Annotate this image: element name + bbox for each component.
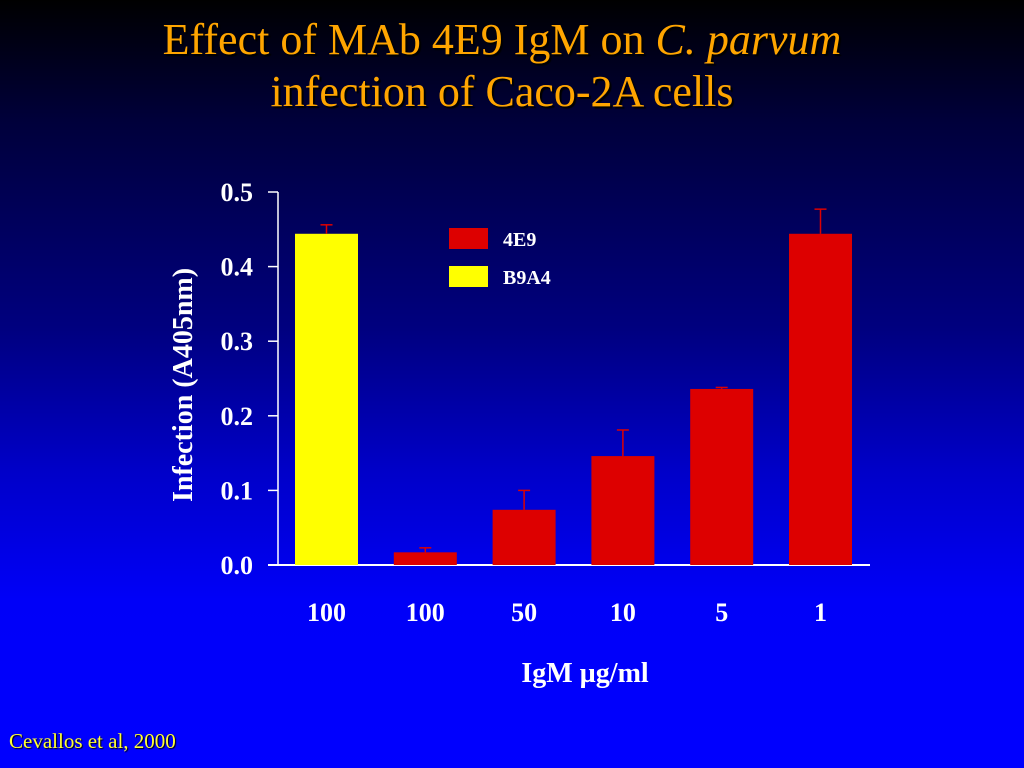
legend-swatch-b9a4 — [449, 266, 488, 287]
bar-4e9-5 — [690, 388, 754, 565]
bar-4e9-1 — [789, 233, 852, 565]
x-tick-label: 5 — [715, 598, 728, 627]
y-tick-label: 0.3 — [221, 327, 254, 356]
tick-labels: 0.0 0.1 0.2 0.3 0.4 0.5 100 100 50 10 5 1 — [221, 178, 828, 627]
slide-title: Effect of MAb 4E9 IgM on C. parvum infec… — [0, 14, 1004, 118]
axes — [268, 191, 870, 566]
x-tick-label: 1 — [814, 598, 827, 627]
bar-4e9-10 — [591, 456, 655, 565]
y-axis-title: Infection (A405nm) — [168, 268, 199, 502]
y-tick-label: 0.0 — [221, 551, 254, 580]
bar-4e9-50 — [492, 509, 556, 565]
x-tick-label: 100 — [307, 598, 346, 627]
legend-label-4e9: 4E9 — [503, 229, 536, 251]
bar-4e9-100 — [393, 552, 457, 565]
title-species: C. parvum — [655, 15, 842, 64]
title-line-1-prefix: Effect of MAb 4E9 IgM on — [162, 15, 656, 64]
x-axis-title: IgM µg/ml — [521, 658, 649, 689]
bar-b9a4-100 — [295, 233, 358, 565]
y-tick-label: 0.4 — [221, 253, 254, 282]
legend-label-b9a4: B9A4 — [503, 267, 551, 289]
error-bars — [320, 208, 827, 553]
title-line-1: Effect of MAb 4E9 IgM on C. parvum — [0, 14, 1004, 66]
y-tick-label: 0.5 — [221, 178, 254, 207]
x-tick-label: 50 — [511, 598, 537, 627]
title-line-2: infection of Caco-2A cells — [270, 67, 734, 116]
x-tick-label: 100 — [406, 598, 445, 627]
x-tick-label: 10 — [610, 598, 636, 627]
legend: 4E9 B9A4 — [449, 228, 551, 289]
bars — [295, 233, 852, 565]
y-tick-label: 0.1 — [221, 476, 254, 505]
citation: Cevallos et al, 2000 — [9, 729, 176, 753]
legend-swatch-4e9 — [449, 228, 488, 249]
y-tick-label: 0.2 — [221, 402, 254, 431]
